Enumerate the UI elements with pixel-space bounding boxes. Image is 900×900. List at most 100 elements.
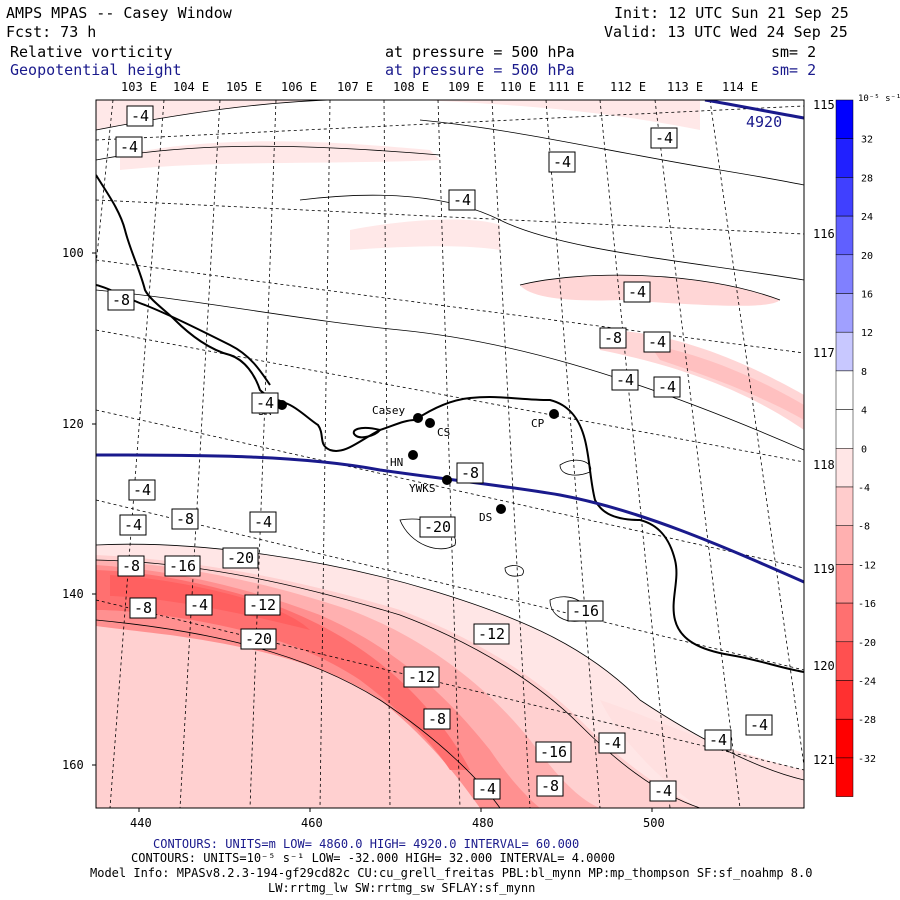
plot-frame — [95, 99, 805, 809]
vorticity-label: -20 — [222, 547, 259, 569]
svg-text:-4: -4 — [124, 516, 142, 534]
svg-text:-8: -8 — [122, 557, 140, 575]
svg-text:-4: -4 — [453, 191, 471, 209]
lon-label-top: 104 E — [173, 80, 209, 94]
svg-text:-4: -4 — [131, 107, 149, 125]
colorbar-tick-label: -32 — [858, 754, 876, 765]
vorticity-label: -4 — [548, 151, 576, 173]
colorbar-tick-label: -12 — [858, 560, 876, 571]
lon-label-top: 112 E — [610, 80, 646, 94]
lon-label-top: 108 E — [393, 80, 429, 94]
colorbar-tick-label: -16 — [858, 599, 876, 610]
svg-text:-4: -4 — [655, 129, 673, 147]
colorbar-swatch — [835, 757, 854, 797]
colorbar-tick-label: 16 — [861, 290, 873, 301]
vorticity-label: -16 — [164, 555, 201, 577]
svg-text:-8: -8 — [176, 510, 194, 528]
field2-smoothing: sm= 2 — [771, 61, 817, 79]
footer-height-contours: CONTOURS: UNITS=m LOW= 4860.0 HIGH= 4920… — [153, 837, 580, 851]
vorticity-label: -8 — [129, 597, 157, 619]
vorticity-label: -12 — [473, 623, 510, 645]
svg-text:-20: -20 — [245, 630, 272, 648]
vorticity-label: -4 — [650, 127, 678, 149]
svg-text:-4: -4 — [648, 333, 666, 351]
vorticity-label: -12 — [244, 594, 281, 616]
station-dot — [442, 475, 452, 485]
colorbar-tick-label: 4 — [861, 406, 867, 417]
vorticity-label: -4 — [473, 778, 501, 800]
vorticity-labels: -4-4-4-4-4-8 -4-8 -4-4 -4-4-8-4-4 -8 -4 -20-16… — [107, 105, 773, 802]
lon-label-top: 111 E — [548, 80, 584, 94]
station-label: Casey — [372, 404, 405, 417]
colorbar: 10⁻⁵ s⁻¹ 32 28 24 20 16 12 8 4 0 -4 -8 -12 -16 -20 -24 -… — [835, 94, 900, 797]
station-dot — [425, 418, 435, 428]
vorticity-label: -16 — [567, 600, 604, 622]
lon-label-top: 109 E — [448, 80, 484, 94]
vorticity-label: -8 — [107, 289, 135, 311]
svg-text:-4: -4 — [628, 283, 646, 301]
lon-label-top: 113 E — [667, 80, 703, 94]
station-dot — [277, 400, 287, 410]
station-label: YWKS — [409, 482, 436, 495]
x-axis-label: 440 — [130, 816, 152, 830]
colorbar-swatch — [835, 215, 854, 256]
colorbar-tick-label: 12 — [861, 328, 873, 339]
vorticity-label: -20 — [419, 516, 456, 538]
colorbar-swatch — [835, 486, 854, 526]
field1-level: at pressure = 500 hPa — [385, 43, 575, 61]
station-dot — [496, 504, 506, 514]
colorbar-swatch — [835, 254, 854, 294]
vorticity-label: -8 — [456, 462, 484, 484]
y-axis-label: 100 — [62, 246, 84, 260]
svg-text:-20: -20 — [424, 518, 451, 536]
axis-labels: 103 E 104 E 105 E 106 E 107 E 108 E 109 E 110 E… — [62, 80, 849, 830]
vorticity-label: -4 — [653, 376, 681, 398]
colorbar-tick-label: 0 — [861, 444, 867, 455]
colorbar-swatch — [835, 370, 854, 410]
svg-text:-4: -4 — [256, 394, 274, 412]
vorticity-label: -4 — [623, 281, 651, 303]
colorbar-swatch — [835, 718, 854, 759]
svg-text:-12: -12 — [408, 668, 435, 686]
vorticity-label: -4 — [119, 514, 147, 536]
colorbar-units: 10⁻⁵ s⁻¹ — [858, 94, 900, 104]
vorticity-label: -8 — [536, 775, 564, 797]
lon-label-top: 110 E — [500, 80, 536, 94]
init-time: Init: 12 UTC Sun 21 Sep 25 — [614, 4, 849, 22]
lon-label-top: 105 E — [226, 80, 262, 94]
x-axis-label: 480 — [472, 816, 494, 830]
vorticity-label: -12 — [403, 666, 440, 688]
colorbar-swatch — [835, 525, 854, 565]
colorbar-swatch — [835, 409, 854, 449]
svg-text:-8: -8 — [604, 329, 622, 347]
station-label: CS — [437, 426, 450, 439]
field1-name: Relative vorticity — [10, 43, 173, 61]
svg-text:-8: -8 — [461, 464, 479, 482]
forecast-hour: Fcst: 73 h — [6, 23, 97, 41]
svg-text:-4: -4 — [553, 153, 571, 171]
colorbar-tick-label: 28 — [861, 173, 873, 184]
field1-smoothing: sm= 2 — [771, 43, 817, 61]
colorbar-swatch — [835, 99, 854, 139]
station-label: DS — [479, 511, 492, 524]
colorbar-tick-label: -8 — [858, 522, 870, 533]
svg-text:-4: -4 — [658, 378, 676, 396]
vorticity-label: -4 — [251, 392, 279, 414]
lon-label-top: 114 E — [722, 80, 758, 94]
vorticity-label: -4 — [598, 732, 626, 754]
svg-text:-12: -12 — [478, 625, 505, 643]
height-contour-label: 4920 — [746, 113, 782, 131]
colorbar-tick-label: 8 — [861, 367, 867, 378]
svg-text:-4: -4 — [603, 734, 621, 752]
colorbar-swatch — [835, 564, 854, 604]
svg-text:-20: -20 — [227, 549, 254, 567]
svg-text:-16: -16 — [572, 602, 599, 620]
colorbar-swatch — [835, 331, 854, 372]
colorbar-tick-label: 20 — [861, 251, 873, 262]
lon-label-top: 107 E — [337, 80, 373, 94]
colorbar-swatch — [835, 641, 854, 681]
height-contours — [96, 100, 804, 584]
svg-text:-16: -16 — [169, 557, 196, 575]
vorticity-label: -8 — [117, 555, 145, 577]
